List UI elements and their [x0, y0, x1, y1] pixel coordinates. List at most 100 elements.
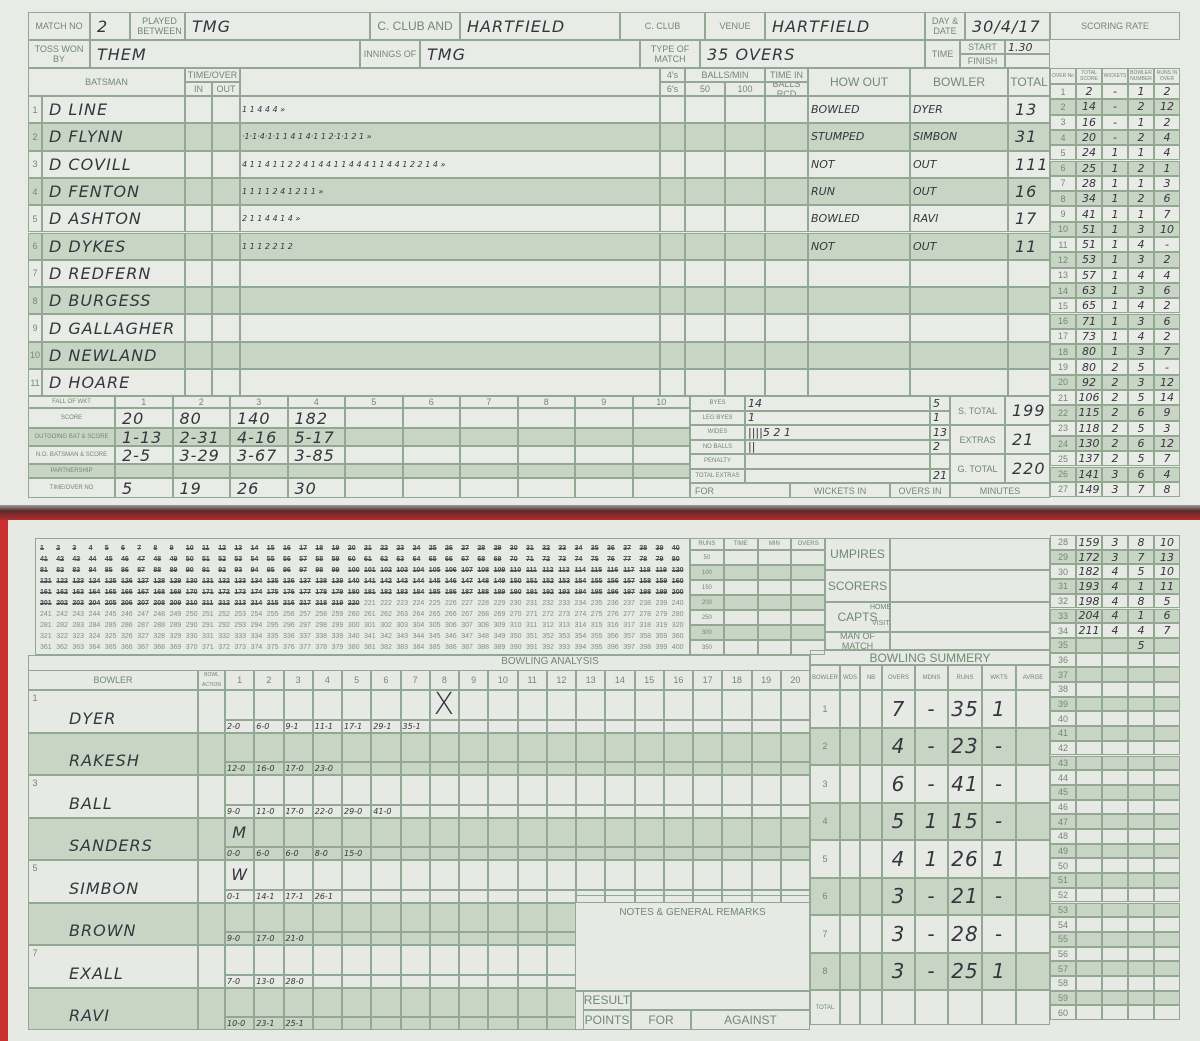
- over-cumulative-cell: 23-0: [312, 762, 342, 775]
- run-tally-number: 112: [542, 567, 554, 574]
- capts-field[interactable]: [890, 602, 1050, 632]
- scoring-rate-value: [1128, 711, 1154, 727]
- run-tally-number: 350: [509, 633, 522, 640]
- over-cumulative-cell: [546, 762, 576, 775]
- over-cumulative-cell: [459, 847, 489, 860]
- scoring-rate-label: SCORING RATE: [1050, 12, 1180, 40]
- stat-cell: [660, 232, 685, 260]
- scoring-rate-value: [1128, 740, 1154, 756]
- scoring-rate-value: 9: [1154, 405, 1180, 421]
- run-tally-number: 10: [185, 545, 194, 552]
- over-balls-cell: [488, 902, 518, 932]
- run-tally-number: 278: [639, 611, 652, 618]
- over-cumulative-cell: [371, 889, 401, 903]
- run-tally-number: 59: [331, 556, 340, 563]
- over-number: 36: [1050, 652, 1076, 668]
- finish-value: [1005, 54, 1050, 68]
- run-tally-number: 280: [671, 611, 684, 618]
- run-tally-number: 45: [104, 556, 113, 563]
- over-cumulative-cell: [459, 1017, 489, 1030]
- time-in-cell: [185, 96, 212, 124]
- over-balls-cell: [517, 987, 547, 1017]
- scoring-rate-value: [1102, 917, 1128, 932]
- stat-cell: [765, 341, 808, 369]
- fall-of-wicket-partnership: [460, 464, 518, 478]
- over-cumulative-cell: [576, 889, 606, 903]
- over-balls-cell: [283, 690, 313, 720]
- scoring-rate-value: [1128, 770, 1154, 785]
- scoring-rate-value: 7: [1154, 344, 1180, 360]
- over-number: 21: [1050, 390, 1076, 406]
- bowler-name: RAKESH: [28, 732, 198, 775]
- summary-value: -: [915, 727, 948, 765]
- over-cumulative-cell: [576, 719, 606, 733]
- batsman-name: D LINE: [42, 96, 185, 124]
- run-tally-number: 397: [623, 644, 635, 651]
- run-tally-number: 396: [607, 644, 619, 651]
- stat-cell: [725, 177, 765, 206]
- batsman-number: 5: [28, 205, 42, 233]
- run-tally-number: 303: [396, 622, 409, 629]
- run-tally-number: 38: [639, 545, 648, 552]
- run-tally-number: 283: [72, 622, 85, 629]
- summary-value: 25: [948, 952, 982, 990]
- over-cumulative-cell: [751, 762, 781, 775]
- scoring-rate-value: [1128, 873, 1154, 888]
- scoring-rate-value: 7: [1128, 549, 1154, 565]
- scoring-rate-value: 159: [1076, 535, 1102, 550]
- scoring-rate-value: [1102, 652, 1128, 668]
- over-balls-cell: [634, 775, 664, 805]
- balls-faced-tally: [240, 369, 660, 397]
- extras-tally: [745, 454, 930, 469]
- run-tally-number: 300: [347, 622, 360, 629]
- how-out-value: BOWLED: [808, 205, 910, 233]
- overs-in-label: OVERS IN: [890, 483, 950, 498]
- scorers-label: SCORERS: [825, 570, 890, 602]
- run-tally-number: 197: [623, 589, 635, 596]
- run-tally-number: 91: [202, 567, 210, 574]
- stat-cell: [660, 314, 685, 342]
- scoring-rate-value: 80: [1076, 344, 1102, 360]
- over-balls-cell: [283, 945, 313, 975]
- run-tally-number: 210: [185, 600, 198, 607]
- milestone-cell: [757, 595, 792, 610]
- time-in-cell: [185, 150, 212, 178]
- run-tally-number: 292: [218, 622, 230, 629]
- scoring-rate-value: 1: [1102, 313, 1128, 329]
- start-label: START: [960, 40, 1005, 54]
- run-tally-number: 202: [56, 600, 68, 607]
- over-balls-cell: [488, 945, 518, 975]
- bowler-column-header: BOWLER: [28, 670, 198, 690]
- balls-faced-tally: ·1·1·4·1·1 1 4 1 4·1 1 2·1·1 2 1 »: [240, 123, 660, 151]
- fall-of-wicket-time_over: 30: [287, 478, 345, 498]
- scoring-rate-value: 51: [1076, 237, 1102, 253]
- run-tally-number: 281: [40, 622, 52, 629]
- umpires-field[interactable]: [890, 538, 1050, 570]
- run-tally-number: 230: [509, 600, 522, 607]
- scorers-field[interactable]: [890, 570, 1050, 602]
- run-tally-number: 242: [56, 611, 68, 618]
- extras-label: NO BALLS: [690, 439, 745, 454]
- man-of-match-field[interactable]: [890, 632, 1050, 650]
- result-field[interactable]: [631, 990, 810, 1010]
- time-out-cell: [212, 150, 240, 178]
- scoring-rate-value: [1154, 976, 1180, 991]
- fall-of-wicket-outgoing: [460, 428, 518, 446]
- scoring-rate-value: [1154, 799, 1180, 815]
- run-tally-number: 346: [445, 633, 457, 640]
- stat-cell: [725, 150, 765, 178]
- scoring-rate-value: [1128, 843, 1154, 859]
- over-balls-cell: [546, 732, 576, 762]
- run-tally-number: 384: [412, 644, 425, 651]
- balls-faced-tally: [240, 259, 660, 288]
- run-tally-number: 152: [542, 578, 554, 585]
- run-tally-number: 338: [315, 633, 328, 640]
- summary-value: [1016, 765, 1050, 803]
- run-tally-number: 170: [185, 589, 198, 596]
- run-tally-number: 251: [202, 611, 214, 618]
- run-tally-number: 160: [671, 578, 684, 585]
- run-tally-number: 245: [104, 611, 117, 618]
- time-out-cell: [212, 369, 240, 397]
- run-tally-number: 26: [445, 545, 453, 552]
- over-cumulative-cell: [342, 932, 372, 945]
